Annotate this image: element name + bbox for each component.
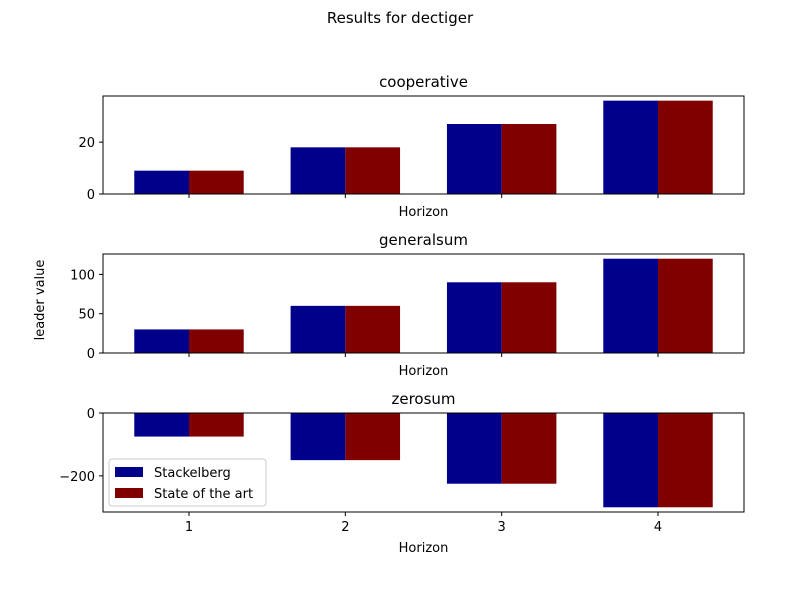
y-tick-label-zerosum-1: 0 (87, 407, 95, 422)
x-axis-label-cooperative: Horizon (399, 205, 449, 220)
legend: Stackelberg State of the art (108, 458, 267, 507)
bar-zerosum-state-of-the-art-3 (501, 413, 557, 484)
bar-cooperative-state-of-the-art-4 (658, 100, 713, 194)
panel-generalsum: generalsum 0 50 100 Horizon (70, 231, 745, 379)
bar-generalsum-state-of-the-art-3 (501, 282, 557, 353)
bar-generalsum-stackelberg-1 (134, 329, 189, 353)
bar-cooperative-stackelberg-4 (603, 100, 659, 194)
y-tick-label-cooperative-1: 20 (78, 136, 95, 151)
bar-cooperative-stackelberg-2 (290, 147, 346, 194)
panel-title-zerosum: zerosum (391, 390, 455, 408)
bar-cooperative-state-of-the-art-1 (188, 170, 244, 194)
bar-cooperative-stackelberg-3 (446, 124, 502, 194)
bar-cooperative-stackelberg-1 (134, 170, 189, 194)
x-tick-label-1: 1 (185, 520, 193, 535)
x-tick-label-3: 3 (498, 520, 506, 535)
legend-label-stackelberg: Stackelberg (154, 466, 231, 481)
panel-title-generalsum: generalsum (379, 231, 468, 249)
bar-zerosum-stackelberg-4 (603, 413, 659, 508)
axes-frame-generalsum (102, 253, 745, 354)
axes-frame-zerosum (102, 412, 745, 513)
bar-generalsum-stackelberg-2 (290, 305, 346, 353)
bar-zerosum-stackelberg-2 (290, 413, 346, 461)
legend-swatch-state-of-the-art (115, 488, 143, 498)
legend-swatch-stackelberg (115, 467, 143, 477)
bar-generalsum-state-of-the-art-2 (345, 305, 401, 353)
y-tick-label-cooperative-0: 0 (87, 188, 95, 203)
legend-label-state-of-the-art: State of the art (154, 487, 253, 502)
bar-zerosum-stackelberg-1 (134, 413, 189, 437)
panel-zerosum: zerosum −200 0 1 2 3 4 Horizon (59, 390, 745, 556)
panel-cooperative: cooperative 0 20 Horizon (78, 73, 745, 220)
bar-zerosum-state-of-the-art-1 (188, 413, 244, 437)
bar-cooperative-state-of-the-art-2 (345, 147, 401, 194)
y-tick-label-generalsum-1: 50 (78, 308, 95, 323)
y-tick-label-generalsum-2: 100 (70, 268, 95, 283)
bar-zerosum-state-of-the-art-2 (345, 413, 401, 461)
x-axis-label-zerosum: Horizon (399, 541, 449, 556)
bar-cooperative-state-of-the-art-3 (501, 124, 557, 194)
panel-title-cooperative: cooperative (379, 73, 468, 91)
y-tick-label-generalsum-0: 0 (87, 347, 95, 362)
bar-generalsum-stackelberg-4 (603, 258, 659, 353)
bar-generalsum-stackelberg-3 (446, 282, 502, 353)
panels: cooperative020Horizongeneralsum050100Hor… (59, 73, 745, 556)
bar-generalsum-state-of-the-art-1 (188, 329, 244, 353)
legend-box (108, 458, 267, 507)
x-axis-label-generalsum: Horizon (399, 364, 449, 379)
bar-zerosum-state-of-the-art-4 (658, 413, 713, 508)
y-tick-label-zerosum-0: −200 (59, 470, 95, 485)
x-tick-label-2: 2 (341, 520, 349, 535)
bar-zerosum-stackelberg-3 (446, 413, 502, 484)
x-tick-label-4: 4 (654, 520, 662, 535)
axes-frame-cooperative (102, 95, 745, 195)
y-axis-label: leader value (33, 260, 48, 341)
bar-generalsum-state-of-the-art-4 (658, 258, 713, 353)
figure-title: Results for dectiger (327, 9, 474, 27)
